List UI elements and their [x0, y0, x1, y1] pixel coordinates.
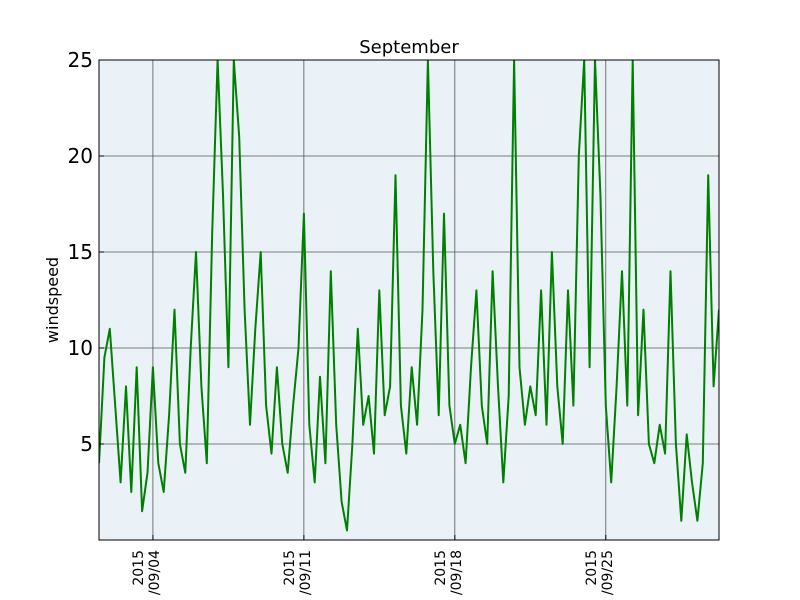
grid [99, 60, 719, 540]
y-tick-label: 15 [68, 240, 93, 264]
plot-frame [98, 59, 720, 541]
x-tick-label: 2015/09/04 [131, 550, 163, 595]
y-tick-label: 10 [68, 336, 93, 360]
y-tick-label: 5 [80, 432, 93, 456]
y-tick-label: 25 [68, 48, 93, 72]
axis-ticks: 5 10 15 20 25 2015/09/04 2015/09/11 2015/09/18 2… [68, 48, 616, 595]
plot-background [99, 60, 719, 540]
y-tick-label: 20 [68, 144, 93, 168]
x-tick-label: 2015/09/18 [433, 550, 465, 595]
windspeed-series-line [99, 60, 719, 532]
x-tick-label: 2015/09/25 [584, 550, 616, 595]
x-tick-label: 2015/09/11 [282, 550, 314, 595]
y-axis-label: windspeed [43, 257, 62, 343]
chart-title: September [359, 37, 459, 58]
